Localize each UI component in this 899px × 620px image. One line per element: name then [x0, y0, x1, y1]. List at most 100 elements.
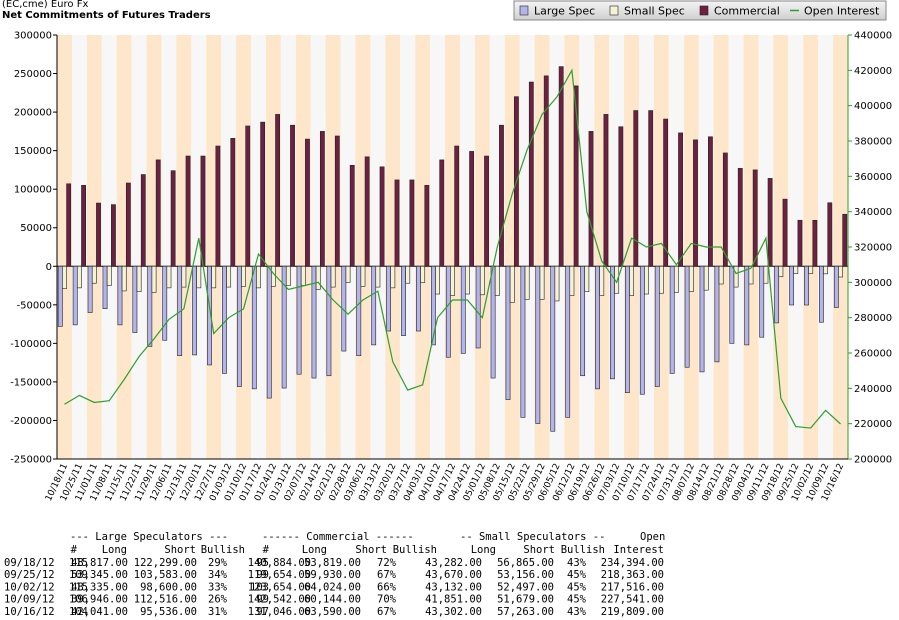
table-cell: 123,654.00	[248, 581, 311, 593]
band	[400, 35, 416, 459]
bar	[334, 135, 340, 267]
bar	[207, 265, 212, 366]
band	[803, 35, 819, 459]
bar	[181, 265, 187, 288]
bar	[633, 110, 639, 267]
bar	[66, 183, 72, 267]
bar	[281, 265, 287, 389]
table-cell: 95,536.00	[140, 606, 197, 618]
table-cell: 45%	[567, 594, 587, 606]
bar	[663, 118, 669, 267]
table-cell: 57,263.00	[497, 606, 554, 618]
bar	[364, 156, 370, 267]
bar	[699, 265, 705, 373]
table-cell: 234,394.00	[601, 557, 664, 569]
y2-tick-label: 260000	[854, 349, 892, 360]
bar	[789, 265, 794, 306]
y-tick-label: 300000	[14, 31, 52, 42]
bar	[759, 265, 765, 338]
bar	[102, 265, 108, 309]
bar	[349, 164, 355, 267]
bar	[774, 265, 780, 324]
bar	[215, 145, 221, 267]
table-cell: 33%	[208, 581, 228, 593]
table-cell: 26%	[208, 594, 228, 606]
open-interest-line	[64, 68, 841, 429]
bar	[76, 265, 82, 289]
bar	[610, 265, 615, 380]
band	[818, 35, 834, 459]
y2-tick-label: 380000	[854, 137, 892, 148]
bar	[524, 265, 530, 300]
bar	[793, 265, 799, 274]
bar	[714, 265, 720, 363]
band	[833, 35, 848, 459]
bar	[573, 85, 579, 267]
bar	[599, 265, 605, 296]
table-cell: 103,583.00	[134, 569, 197, 581]
legend-label: Commercial	[714, 5, 780, 18]
bar	[752, 169, 758, 267]
band	[86, 35, 102, 459]
table-column-header: #	[263, 544, 270, 556]
bar	[386, 265, 392, 332]
y-tick-label: 150000	[14, 146, 52, 157]
table-cell: 51,679.00	[497, 594, 554, 606]
table-cell: 43%	[567, 557, 587, 569]
bar	[808, 265, 814, 274]
table-column-header: Short	[164, 544, 196, 556]
bar	[435, 265, 440, 295]
bar	[416, 265, 421, 332]
bar	[87, 265, 93, 313]
table-cell: 10/02/12	[4, 581, 55, 593]
table-cell: 48,817.00	[71, 557, 128, 569]
table-cell: 109	[69, 569, 88, 581]
bar	[106, 265, 112, 286]
table-group-header: Open	[640, 531, 665, 543]
bar	[823, 265, 829, 275]
table-group-header: ------ Commercial ------	[262, 531, 414, 543]
table-cell: 10/16/12	[4, 606, 55, 618]
bar	[450, 265, 455, 296]
table-cell: 115	[69, 581, 88, 593]
bar	[603, 114, 609, 267]
y2-tick-label: 300000	[854, 278, 892, 289]
table-column-header: Bullish	[201, 544, 245, 556]
bar	[469, 151, 475, 267]
table-column-header: Bullish	[561, 544, 605, 556]
bar	[251, 265, 257, 390]
bar	[192, 265, 197, 356]
bar	[669, 265, 675, 374]
bar	[624, 265, 630, 394]
bar	[445, 265, 451, 358]
y-tick-label: -150000	[10, 377, 52, 388]
bar	[569, 265, 575, 296]
bar	[812, 220, 818, 267]
y-tick-label: 100000	[14, 185, 52, 196]
bar	[170, 170, 176, 267]
bar	[96, 202, 101, 267]
bar	[484, 155, 489, 267]
band	[430, 35, 446, 459]
bar	[722, 152, 728, 267]
bar	[520, 265, 526, 418]
table-cell: 29%	[208, 557, 228, 569]
band	[788, 35, 804, 459]
table-cell: 66%	[377, 581, 397, 593]
bar	[554, 265, 560, 302]
y2-tick-label: 440000	[854, 31, 892, 42]
bar	[588, 131, 594, 267]
bar	[62, 265, 67, 289]
bar	[420, 265, 426, 283]
bar	[499, 124, 504, 267]
bar	[673, 265, 679, 293]
bar	[827, 202, 833, 267]
table-cell: 112,516.00	[134, 594, 197, 606]
table-cell: 98,600.00	[140, 581, 197, 593]
bar	[57, 265, 63, 327]
bar	[379, 166, 385, 267]
bar	[767, 178, 773, 267]
bar	[226, 265, 232, 288]
bar	[580, 265, 586, 377]
bar	[763, 265, 769, 284]
